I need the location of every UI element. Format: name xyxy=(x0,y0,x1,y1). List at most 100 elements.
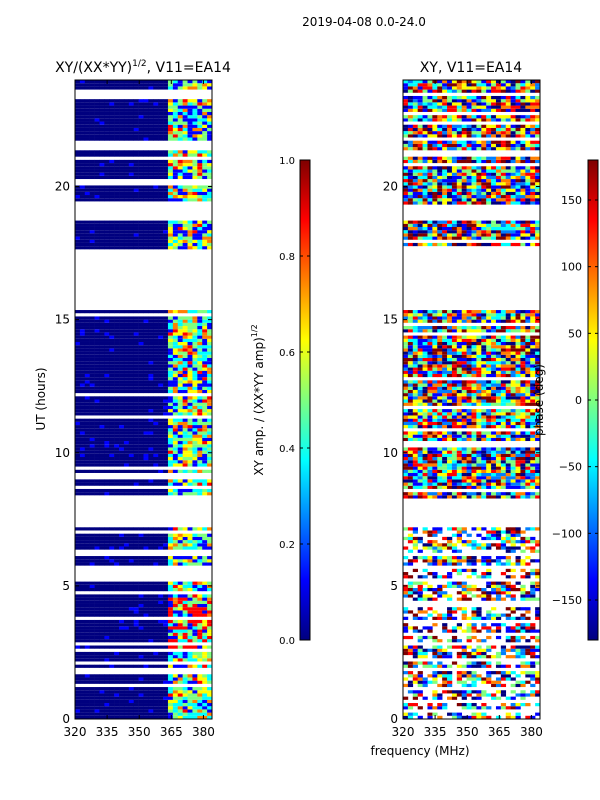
heatmap-cell xyxy=(163,332,169,336)
heatmap-cell xyxy=(114,357,120,362)
heatmap-cell xyxy=(207,386,212,390)
heatmap-cell xyxy=(158,102,164,106)
heatmap-cell xyxy=(495,543,502,547)
heatmap-cell xyxy=(167,715,174,719)
heatmap-cell xyxy=(495,492,502,496)
heatmap-cell xyxy=(442,594,448,598)
heatmap-cell xyxy=(192,431,198,435)
heatmap-cell xyxy=(207,437,212,442)
heatmap-cell xyxy=(167,370,174,374)
heatmap-cell xyxy=(192,338,198,342)
heatmap-cell xyxy=(471,476,477,480)
heatmap-cell xyxy=(466,629,472,633)
heatmap-cell xyxy=(153,482,159,486)
heatmap-cell xyxy=(182,597,188,601)
heatmap-cell xyxy=(109,556,115,560)
heatmap-cell xyxy=(99,457,105,461)
heatmap-cell xyxy=(476,706,482,710)
heatmap-cell xyxy=(104,690,110,694)
heatmap-cell xyxy=(153,310,159,314)
heatmap-cell xyxy=(148,594,154,598)
heatmap-cell xyxy=(486,543,492,547)
heatmap-cell xyxy=(530,626,536,630)
heatmap-cell xyxy=(407,588,414,592)
heatmap-cell xyxy=(192,690,198,694)
heatmap-cell xyxy=(192,623,198,627)
heatmap-cell xyxy=(500,562,507,566)
heatmap-cell xyxy=(197,562,203,566)
heatmap-cell xyxy=(197,693,203,697)
heatmap-cell xyxy=(75,645,81,649)
heatmap-cell xyxy=(143,102,149,106)
heatmap-cell xyxy=(143,693,149,697)
heatmap-cell xyxy=(520,680,526,684)
heatmap-cell xyxy=(182,463,188,467)
heatmap-cell xyxy=(133,463,139,467)
heatmap-cell xyxy=(207,428,212,432)
heatmap-cell xyxy=(481,457,487,461)
heatmap-cell xyxy=(99,453,105,458)
heatmap-cell xyxy=(79,533,86,537)
heatmap-cell xyxy=(148,600,154,604)
heatmap-cell xyxy=(128,492,135,496)
heatmap-cell xyxy=(525,671,531,675)
heatmap-cell xyxy=(114,233,120,237)
heatmap-cell xyxy=(207,348,212,352)
heatmap-cell xyxy=(148,124,154,128)
heatmap-cell xyxy=(138,613,144,617)
heatmap-cell xyxy=(75,124,81,128)
heatmap-cell xyxy=(177,610,183,614)
heatmap-cell xyxy=(138,527,144,531)
heatmap-cell xyxy=(471,616,477,620)
heatmap-cell xyxy=(197,613,203,617)
heatmap-cell xyxy=(163,597,169,601)
heatmap-cell xyxy=(148,540,154,544)
heatmap-cell xyxy=(133,428,139,432)
heatmap-cell xyxy=(192,584,198,588)
heatmap-cell xyxy=(427,613,433,617)
heatmap-cell xyxy=(114,236,120,240)
heatmap-cell xyxy=(158,230,164,234)
heatmap-cell xyxy=(138,437,144,442)
heatmap-cell xyxy=(109,603,115,608)
heatmap-cell xyxy=(456,591,463,595)
heatmap-cell xyxy=(123,453,130,458)
heatmap-cell xyxy=(427,562,433,566)
heatmap-cell xyxy=(163,588,169,592)
heatmap-cell xyxy=(128,153,135,157)
heatmap-cell xyxy=(163,690,169,694)
heatmap-cell xyxy=(158,533,164,537)
heatmap-cell xyxy=(94,198,100,202)
heatmap-cell xyxy=(167,121,174,125)
heatmap-cell xyxy=(148,690,154,694)
heatmap-cell xyxy=(143,329,149,333)
heatmap-cell xyxy=(138,341,144,346)
heatmap-cell xyxy=(84,310,90,314)
heatmap-cell xyxy=(192,613,198,617)
heatmap-cell xyxy=(138,447,144,451)
heatmap-cell xyxy=(143,332,149,336)
heatmap-cell xyxy=(500,588,507,592)
heatmap-cell xyxy=(192,236,198,240)
heatmap-cell xyxy=(432,527,438,531)
heatmap-cell xyxy=(89,83,95,87)
heatmap-cell xyxy=(202,450,208,454)
heatmap-cell xyxy=(119,584,125,588)
heatmap-cell xyxy=(75,102,81,106)
heatmap-cell xyxy=(202,626,208,630)
heatmap-cell xyxy=(123,396,130,400)
heatmap-cell xyxy=(451,460,458,464)
heatmap-cell xyxy=(158,709,164,713)
heatmap-cell xyxy=(153,715,159,719)
heatmap-cell xyxy=(114,191,120,196)
heatmap-cell xyxy=(481,690,487,694)
heatmap-cell xyxy=(202,239,208,243)
heatmap-cell xyxy=(133,80,139,84)
heatmap-cell xyxy=(495,485,502,489)
heatmap-cell xyxy=(510,597,516,601)
heatmap-cell xyxy=(192,562,198,566)
heatmap-cell xyxy=(172,594,179,598)
heatmap-cell xyxy=(75,105,81,109)
heatmap-cell xyxy=(167,607,174,611)
heatmap-cell xyxy=(525,629,531,633)
